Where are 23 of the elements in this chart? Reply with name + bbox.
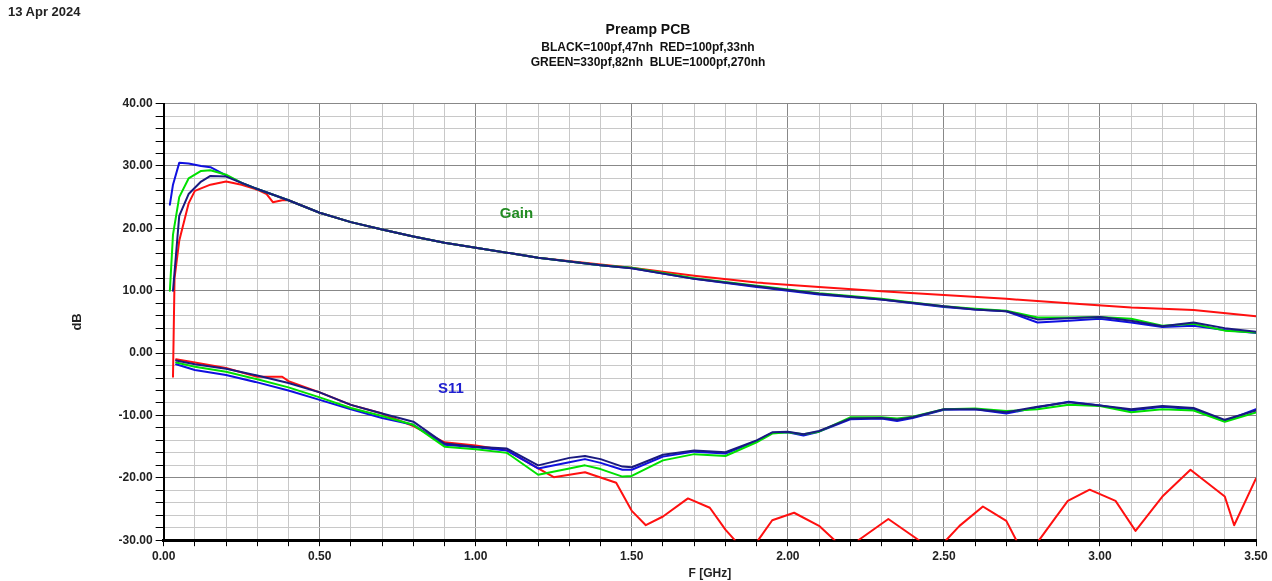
x-tick-label: 1.00 — [464, 548, 488, 563]
y-tick-label: 20.00 — [122, 220, 153, 235]
x-tick-label: 2.00 — [776, 548, 800, 563]
x-tick-label: 1.50 — [620, 548, 644, 563]
chart-title: Preamp PCB — [605, 21, 691, 38]
x-tick-label: 3.50 — [1244, 548, 1268, 563]
x-tick-label: 3.00 — [1088, 548, 1112, 563]
y-tick-label: 30.00 — [122, 158, 153, 173]
x-axis-title: F [GHz] — [688, 566, 732, 581]
x-tick-label: 2.50 — [932, 548, 956, 563]
annotation: Gain — [499, 204, 534, 222]
y-tick-label: 10.00 — [122, 283, 153, 298]
y-tick-label: -10.00 — [118, 407, 153, 422]
y-tick-label: -20.00 — [118, 470, 153, 485]
chart-subtitle: BLACK=100pf,47nh RED=100pf,33nh GREEN=330pf,82nh BLUE=1000pf,270nh — [530, 40, 766, 69]
x-tick-label: 0.00 — [151, 548, 176, 563]
y-tick-label: 0.00 — [129, 345, 153, 360]
y-axis-title: dB — [69, 313, 85, 331]
y-tick-label: 40.00 — [122, 95, 153, 110]
text: 13 Apr 2024 — [8, 4, 82, 20]
y-tick-label: -30.00 — [118, 532, 153, 547]
annotation: S11 — [437, 378, 464, 396]
x-tick-label: 0.50 — [308, 548, 332, 563]
